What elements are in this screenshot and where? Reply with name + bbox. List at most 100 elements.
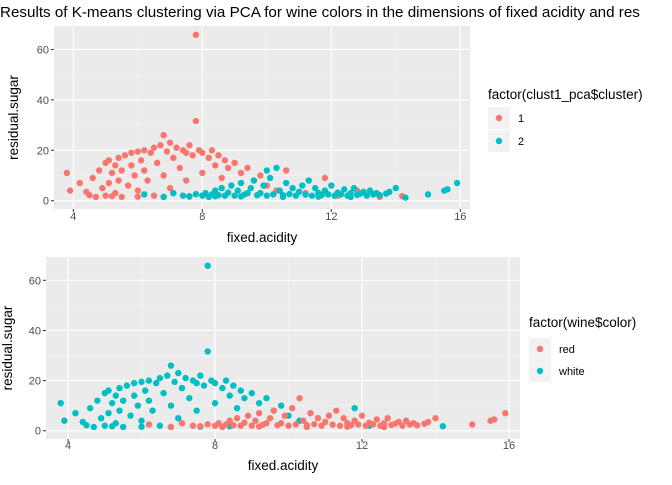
data-point (363, 192, 371, 199)
data-point (219, 384, 226, 392)
data-point (160, 389, 167, 397)
data-point (344, 423, 351, 430)
data-point (156, 374, 164, 382)
x-tick-label: 4 (70, 211, 76, 223)
data-point (305, 177, 312, 184)
data-point (299, 182, 306, 189)
y-tick-label: 0 (43, 196, 49, 208)
data-point (186, 192, 193, 200)
data-point (131, 172, 138, 179)
data-point (178, 420, 186, 427)
data-point (311, 421, 318, 428)
data-point (134, 148, 142, 155)
x-tick-label: 8 (212, 440, 218, 452)
data-point (147, 149, 154, 156)
data-point (282, 179, 290, 187)
data-point (277, 402, 285, 409)
data-point (413, 422, 421, 429)
data-point (376, 191, 383, 199)
data-point (86, 191, 93, 199)
data-point (257, 172, 264, 179)
data-point (469, 421, 476, 428)
data-point (248, 422, 255, 429)
data-point (128, 149, 135, 156)
data-point (231, 192, 238, 199)
x-tick-label: 12 (356, 440, 368, 452)
data-point (502, 409, 509, 417)
data-point (255, 423, 263, 430)
data-point (234, 187, 242, 194)
data-point (285, 422, 292, 429)
data-point (179, 192, 187, 199)
legend-label: white (558, 366, 585, 378)
data-point (248, 389, 255, 397)
data-point (127, 412, 134, 419)
data-point (138, 378, 145, 386)
data-point (205, 154, 212, 162)
data-point (292, 421, 300, 428)
data-point (193, 379, 200, 387)
data-point (119, 397, 127, 404)
data-point (141, 167, 148, 174)
data-point (134, 193, 142, 200)
data-point (241, 394, 248, 402)
data-point (102, 192, 109, 199)
data-points (63, 31, 461, 201)
data-point (266, 174, 274, 182)
data-point (105, 409, 112, 417)
data-point (286, 190, 293, 198)
data-point (237, 193, 245, 200)
data-point (266, 414, 274, 422)
data-point (137, 157, 145, 164)
data-point (138, 423, 145, 430)
data-point (263, 192, 271, 199)
data-point (197, 423, 204, 430)
x-tick-label: 16 (503, 440, 515, 452)
data-point (86, 404, 94, 412)
data-point (215, 152, 222, 159)
data-point (128, 162, 135, 169)
data-point (94, 397, 101, 404)
data-point (380, 423, 388, 431)
data-point (224, 189, 232, 196)
data-point (296, 394, 303, 402)
x-axis-label: fixed.acidity (227, 230, 298, 245)
data-point (218, 174, 225, 182)
data-point (108, 423, 116, 430)
data-point (399, 422, 406, 429)
data-point (199, 169, 206, 177)
data-point (57, 399, 64, 407)
data-points (57, 262, 509, 431)
data-point (105, 157, 113, 164)
data-point (351, 404, 358, 412)
data-point (112, 392, 120, 399)
data-point (244, 412, 252, 419)
data-point (424, 191, 432, 198)
data-point (193, 407, 200, 414)
data-point (170, 154, 177, 162)
x-tick-label: 8 (199, 211, 205, 223)
data-point (347, 193, 354, 201)
data-point (108, 192, 116, 200)
data-point (101, 422, 108, 429)
data-point (142, 387, 149, 394)
data-point (116, 384, 123, 392)
legend-key-point (495, 114, 503, 122)
data-point (182, 374, 189, 382)
data-point (163, 148, 171, 155)
data-point (150, 192, 158, 199)
data-point (281, 412, 289, 419)
data-point (173, 144, 180, 151)
data-point (255, 399, 263, 407)
data-point (211, 399, 219, 407)
data-point (277, 420, 285, 427)
plot-panel (46, 257, 520, 439)
data-point (263, 167, 271, 174)
x-axis-label: fixed.acidity (248, 458, 319, 473)
page-title: Results of K-means clustering via PCA fo… (0, 4, 640, 21)
data-point (130, 392, 138, 399)
data-point (192, 117, 200, 125)
data-point (189, 422, 197, 429)
data-point (166, 139, 174, 146)
